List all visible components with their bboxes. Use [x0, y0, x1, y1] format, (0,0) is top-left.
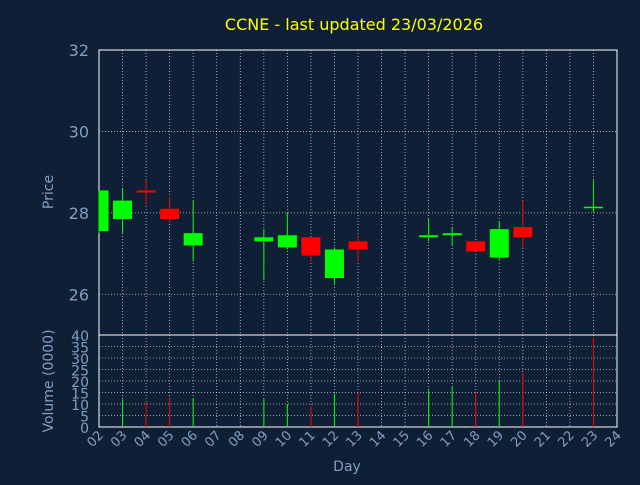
candle-body: [113, 200, 133, 219]
volume-tick-label: 25: [71, 364, 89, 380]
candle-body: [583, 206, 603, 209]
x-tick-label: 22: [555, 428, 577, 450]
candle-body: [254, 237, 274, 242]
x-tick-label: 06: [179, 428, 201, 450]
x-tick-label: 20: [508, 428, 530, 450]
x-axis-label: Day: [333, 459, 361, 475]
x-tick-label: 13: [344, 428, 366, 450]
candle-03: [113, 188, 133, 234]
price-axis-label: Price: [41, 175, 57, 209]
candle-body: [466, 241, 486, 252]
x-tick-label: 09: [249, 428, 271, 450]
candle-09: [254, 229, 274, 281]
x-tick-label: 08: [226, 428, 248, 450]
x-tick-label: 17: [438, 428, 460, 450]
candle-02: [98, 190, 109, 234]
price-tick-label: 28: [69, 204, 89, 223]
price-tick-label: 32: [69, 41, 89, 60]
candle-body: [442, 233, 462, 236]
candle-10: [277, 212, 297, 250]
candle-17: [442, 227, 462, 246]
candle-06: [183, 200, 203, 262]
candle-05: [160, 196, 180, 224]
x-tick-label: 07: [202, 428, 224, 450]
x-tick-label: 21: [532, 428, 554, 450]
x-tick-label: 24: [603, 428, 625, 450]
x-tick-label: 12: [320, 428, 342, 450]
candle-body: [513, 227, 533, 238]
volume-axis-label: Volume (0000): [41, 329, 57, 432]
price-tick-label: 30: [69, 122, 89, 141]
x-tick-label: 03: [108, 428, 130, 450]
volume-tick-label: 0: [80, 421, 89, 437]
x-tick-label: 19: [485, 428, 507, 450]
chart-title: CCNE - last updated 23/03/2026: [225, 15, 483, 34]
price-tick-label: 26: [69, 285, 89, 304]
candle-body: [160, 208, 180, 219]
candle-18: [466, 241, 486, 252]
candle-body: [348, 241, 368, 250]
volume-tick-label: 20: [71, 375, 89, 391]
volume-tick-label: 15: [71, 387, 89, 403]
x-tick-label: 14: [367, 428, 389, 450]
candle-body: [301, 237, 321, 256]
candle-body: [324, 249, 344, 278]
volume-tick-label: 10: [71, 398, 89, 414]
candle-body: [99, 190, 109, 232]
candle-body: [489, 229, 509, 258]
volume-tick-label: 30: [71, 352, 89, 368]
volume-tick-label: 35: [71, 341, 89, 357]
candle-16: [419, 218, 439, 242]
candle-body: [419, 235, 439, 238]
candle-12: [324, 247, 344, 285]
x-tick-label: 16: [414, 428, 436, 450]
candle-body: [136, 190, 156, 193]
x-tick-label: 11: [296, 428, 318, 450]
candle-20: [513, 200, 533, 248]
candle-04: [136, 180, 156, 205]
candle-body: [183, 233, 203, 246]
candle-19: [489, 221, 509, 260]
x-tick-label: 10: [273, 428, 295, 450]
candle-11: [301, 237, 321, 262]
volume-tick-label: 5: [80, 410, 89, 426]
x-tick-label: 04: [132, 428, 154, 450]
price-panel: 26 28 30 32: [69, 41, 618, 336]
x-tick-label: 15: [391, 428, 413, 450]
x-tick-label: 05: [155, 428, 177, 450]
volume-tick-label: 40: [71, 329, 89, 345]
candle-23: [583, 180, 603, 213]
candle-body: [277, 235, 297, 248]
x-tick-label: 18: [461, 428, 483, 450]
x-tick-label: 23: [579, 428, 601, 450]
candle-13: [348, 235, 368, 262]
